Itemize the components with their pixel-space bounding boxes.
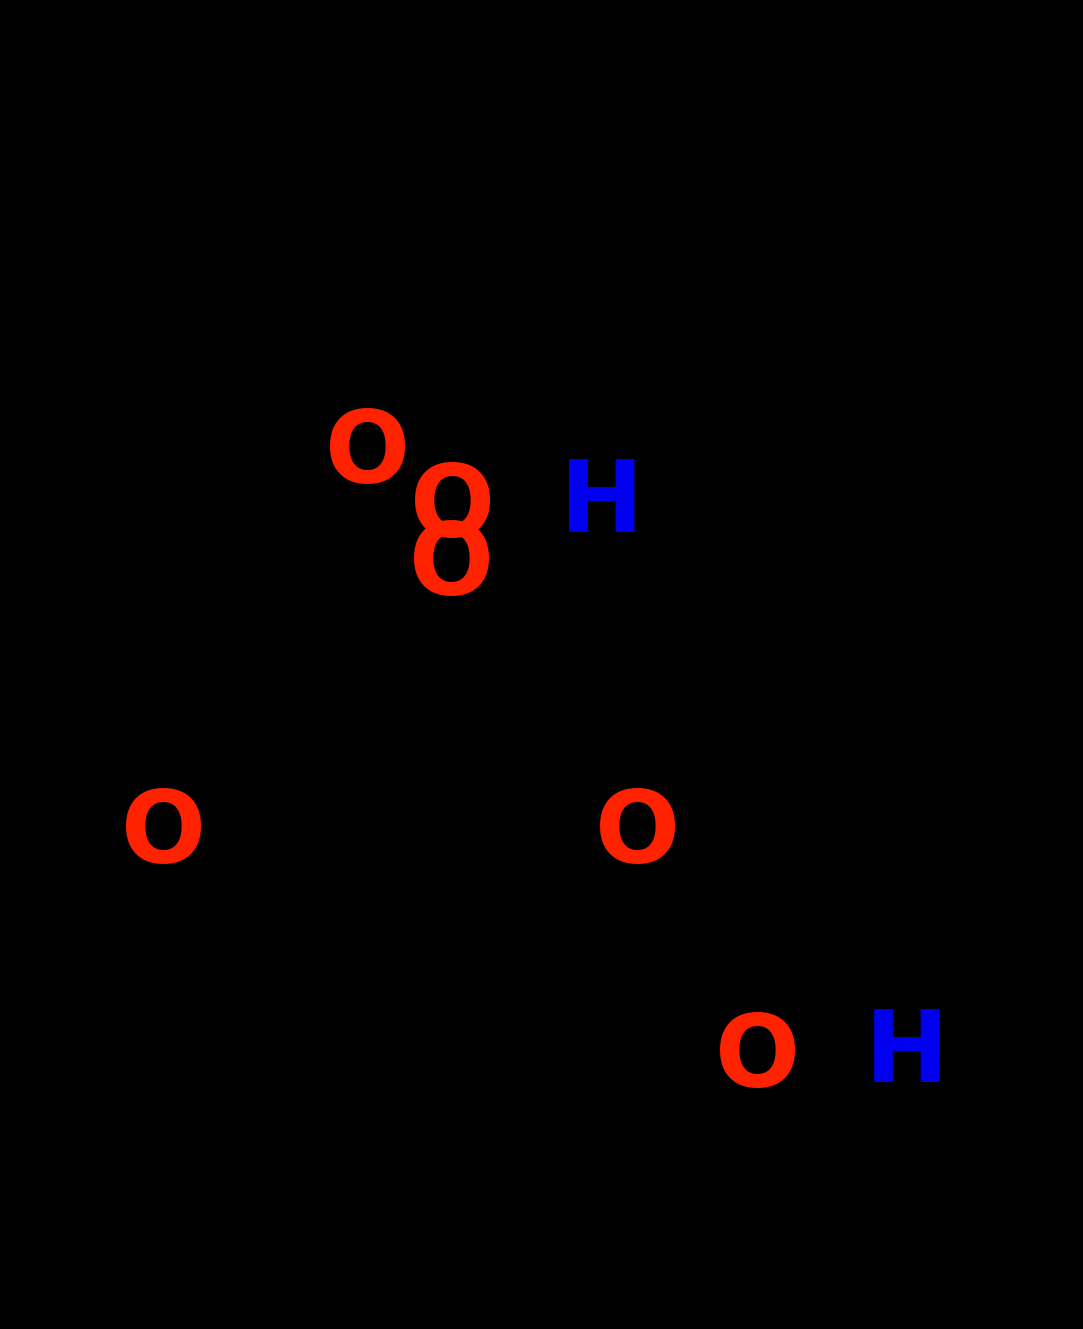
Text: O: O	[596, 787, 680, 884]
Text: O: O	[326, 407, 410, 504]
Text: O: O	[409, 520, 495, 617]
Text: H: H	[865, 1006, 949, 1103]
Text: H: H	[560, 456, 643, 553]
Text: O: O	[715, 1011, 800, 1108]
Text: O: O	[410, 461, 495, 558]
Text: O: O	[120, 787, 206, 884]
